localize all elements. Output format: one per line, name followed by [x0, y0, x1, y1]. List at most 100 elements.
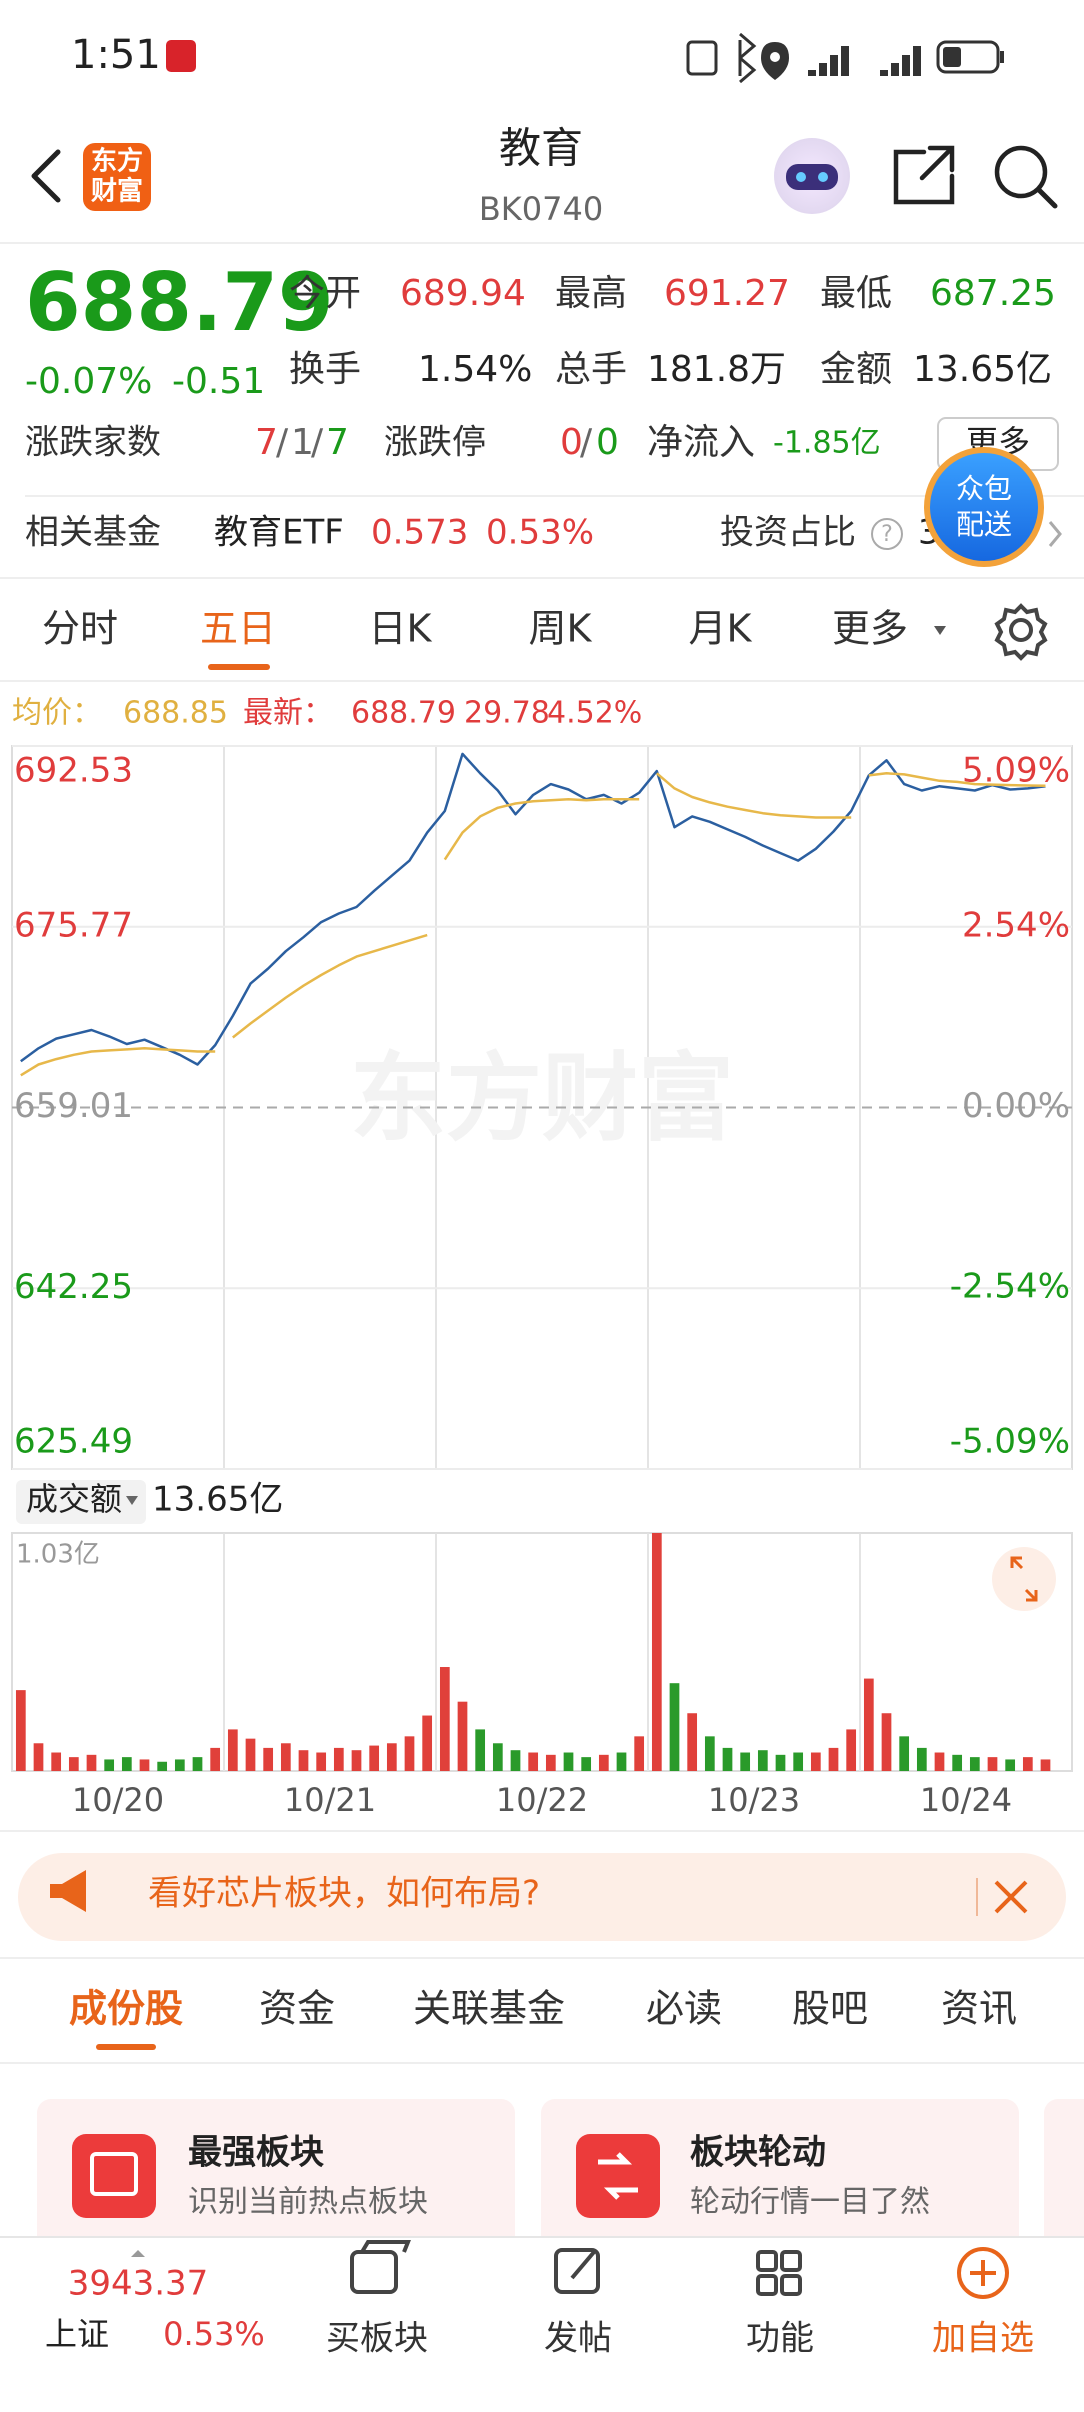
nav-item[interactable]: 发帖: [544, 2319, 612, 2359]
volume-bar: [687, 1713, 698, 1771]
breadth-flat: 1: [291, 422, 314, 463]
card[interactable]: [1044, 2099, 1084, 2259]
sub-tab[interactable]: 资讯: [941, 1987, 1017, 2031]
volume-bar: [475, 1729, 486, 1771]
volume-bar: [846, 1729, 857, 1771]
volume-bar: [651, 1533, 662, 1771]
volume-bar: [104, 1759, 115, 1771]
settings-button[interactable]: [994, 603, 1048, 661]
close-button[interactable]: [994, 1880, 1028, 1914]
volume-bar: [740, 1752, 751, 1771]
tab[interactable]: 分时: [42, 607, 118, 651]
divider: [0, 680, 1084, 682]
watermark: 东方财富: [350, 1042, 734, 1154]
card[interactable]: [541, 2099, 1019, 2259]
back-button[interactable]: [31, 149, 61, 203]
time: 1:51: [71, 32, 161, 78]
volume-bar: [775, 1754, 786, 1771]
x-tick-label: 10/20: [72, 1781, 164, 1819]
price-line: [20, 752, 1046, 1066]
volume-bar: [457, 1701, 468, 1771]
volume-bar: [351, 1750, 362, 1771]
x-tick-label: 10/21: [284, 1781, 376, 1819]
volume-bar: [934, 1752, 945, 1771]
volume-total: 13.65亿: [152, 1480, 283, 1520]
tab[interactable]: 更多: [832, 607, 908, 651]
inflow-label: 净流入: [647, 422, 755, 463]
field-value: 13.65亿: [913, 349, 1052, 390]
nav-icons: [350, 2240, 1009, 2299]
banner[interactable]: [18, 1853, 1066, 1941]
volume-bar: [280, 1743, 291, 1771]
index-value[interactable]: 3943.37: [68, 2264, 209, 2304]
volume-bar: [139, 1759, 150, 1771]
nav-item[interactable]: 买板块: [326, 2319, 428, 2359]
divider: [0, 2236, 1084, 2238]
latest-change: 29.78: [464, 696, 550, 731]
share-button[interactable]: [893, 145, 955, 205]
help-icon[interactable]: [871, 518, 903, 550]
volume-selector[interactable]: [16, 1480, 146, 1524]
tab[interactable]: 日K: [369, 607, 433, 651]
volume-bar: [1022, 1757, 1033, 1771]
tab[interactable]: 周K: [529, 607, 593, 651]
volume-bar: [828, 1747, 839, 1771]
bubble-text: 众包: [956, 472, 1012, 505]
divider: [0, 577, 1084, 579]
page-code: BK0740: [479, 190, 603, 228]
bubble-button[interactable]: [930, 453, 1038, 561]
card[interactable]: [37, 2099, 515, 2259]
card-icon-glyph: [598, 2152, 638, 2200]
volume-bar: [969, 1757, 980, 1771]
logo-text: 东方: [91, 146, 143, 177]
volume-label[interactable]: 成交额: [26, 1480, 122, 1518]
volume-bar: [757, 1750, 768, 1771]
tab[interactable]: 五日: [200, 607, 276, 651]
fund-name[interactable]: 教育ETF: [214, 513, 344, 553]
volume-bar: [263, 1747, 274, 1771]
help-mark: ?: [881, 522, 893, 547]
sub-tab[interactable]: 资金: [259, 1987, 335, 2031]
volume-bar: [899, 1736, 910, 1771]
nav-item[interactable]: 功能: [746, 2319, 814, 2359]
volume-bar: [545, 1754, 556, 1771]
separator: [976, 1878, 978, 1916]
expand-button[interactable]: [992, 1547, 1056, 1611]
sub-tab[interactable]: 股吧: [792, 1987, 868, 2031]
bottom-bar: [0, 2236, 1084, 2412]
robot-face: [786, 164, 838, 190]
separator: /: [276, 422, 289, 463]
divider: [0, 1830, 1084, 1832]
field-label: 金额: [820, 349, 892, 390]
volume-bar: [68, 1757, 79, 1771]
avg-label: 均价：: [12, 696, 102, 731]
volume-bar: [1040, 1759, 1051, 1771]
tab[interactable]: 月K: [689, 607, 753, 651]
volume-bar: [510, 1750, 521, 1771]
banner-text[interactable]: 看好芯片板块，如何布局?: [148, 1874, 540, 1914]
volume-bar: [563, 1752, 574, 1771]
divider: [0, 1957, 1084, 1959]
card-title: 板块轮动: [690, 2133, 826, 2173]
nav-item[interactable]: 加自选: [932, 2319, 1034, 2359]
inflow-value: -1.85亿: [773, 426, 881, 461]
x-tick-label: 10/24: [920, 1781, 1012, 1819]
sub-tab[interactable]: 关联基金: [413, 1987, 565, 2031]
volume-bar: [174, 1759, 185, 1771]
y2-tick-label: -2.54%: [950, 1266, 1070, 1306]
field-value: 689.94: [400, 273, 526, 314]
latest-label: 最新：: [243, 696, 333, 731]
divider: [0, 2062, 1084, 2064]
volume-bar: [1005, 1759, 1016, 1771]
y2-tick-label: -5.09%: [950, 1422, 1070, 1462]
divider: [25, 495, 1084, 497]
volume-bar: [881, 1713, 892, 1771]
field-label: 换手: [289, 349, 361, 390]
sub-tab[interactable]: 必读: [646, 1987, 722, 2031]
y-tick-label: 675.77: [14, 905, 133, 945]
dropdown-arrow: [934, 626, 946, 635]
search-button[interactable]: [994, 145, 1058, 209]
sub-tab[interactable]: 成份股: [69, 1987, 183, 2031]
y-tick-label: 1.03亿: [16, 1540, 100, 1570]
